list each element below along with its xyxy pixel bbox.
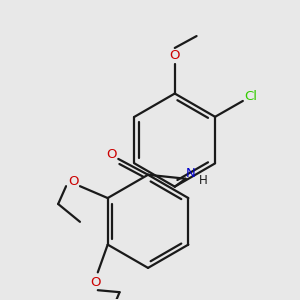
Text: H: H (199, 174, 208, 187)
Text: O: O (91, 276, 101, 289)
Text: O: O (169, 50, 180, 62)
Text: Cl: Cl (244, 91, 257, 103)
Text: O: O (106, 148, 117, 161)
Text: O: O (68, 175, 78, 188)
Text: N: N (186, 167, 196, 180)
